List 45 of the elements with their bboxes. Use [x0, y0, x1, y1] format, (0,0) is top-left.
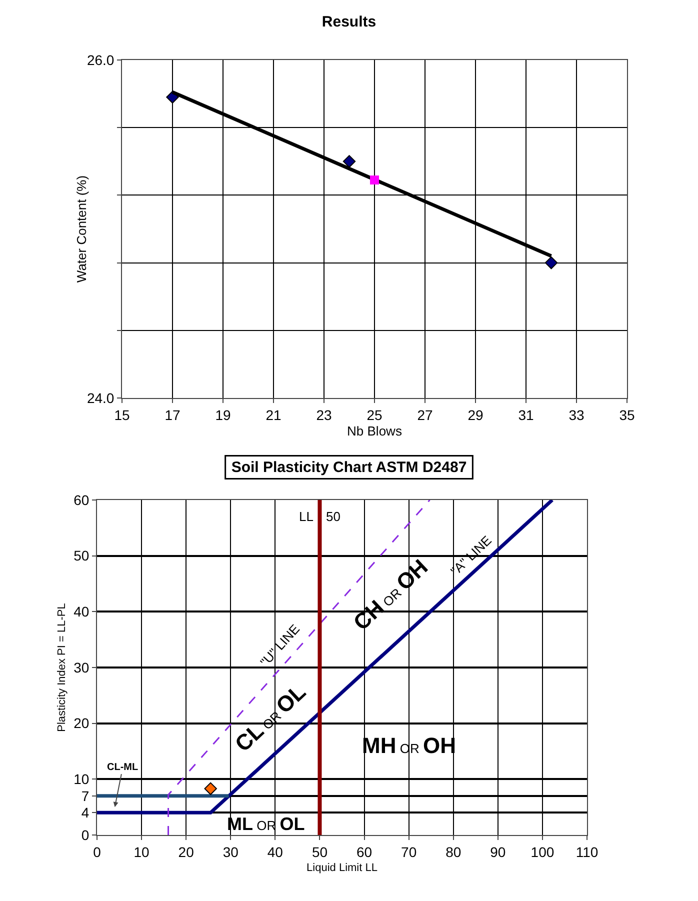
y-tick-label: 40 [74, 604, 90, 620]
annotation: 50 [326, 509, 340, 524]
y-tick-label: 10 [74, 771, 90, 788]
x-tick-label: 20 [178, 844, 194, 860]
x-tick-label: 31 [518, 406, 534, 423]
x-tick-label: 80 [446, 844, 462, 860]
x-tick-label: 30 [222, 844, 239, 860]
y-tick-label: 50 [74, 548, 90, 564]
x-tick-label: 17 [164, 406, 180, 423]
point [342, 155, 356, 168]
y-tick-label: 0 [81, 826, 90, 843]
x-tick-label: 25 [366, 406, 382, 423]
y-tick-label: 24.0 [86, 390, 114, 406]
x-tick-label: 90 [490, 844, 506, 860]
annotation: LL [299, 509, 314, 524]
x-tick-label: 40 [267, 844, 284, 860]
x-tick-label: 10 [134, 844, 150, 860]
x-tick-label: 33 [568, 406, 584, 423]
x-tick-label: 15 [114, 406, 130, 423]
point [370, 175, 379, 184]
x-tick-label: 27 [417, 406, 433, 423]
point [544, 256, 558, 270]
chart-title: Soil Plasticity Chart ASTM D2487 [231, 458, 467, 476]
x-tick-label: 23 [316, 406, 332, 423]
y-tick-label: 7 [81, 788, 90, 804]
x-tick-label: 35 [619, 406, 635, 423]
y-tick-label: 60 [74, 492, 90, 508]
y-tick-label: 30 [74, 659, 90, 676]
y-axis-title: Water Content (%) [74, 175, 89, 283]
annotation: CL-ML [107, 762, 138, 773]
chart-title: Results [322, 13, 376, 30]
x-tick-label: 70 [401, 844, 417, 860]
y-tick-label: 26.0 [86, 52, 114, 68]
x-tick-label: 29 [468, 406, 484, 423]
y-axis-title: Plasticity Index PI = LL-PL [56, 603, 68, 732]
x-tick-label: 100 [530, 844, 554, 860]
x-axis-title: Nb Blows [347, 423, 402, 438]
x-tick-label: 21 [266, 406, 282, 423]
y-tick-label: 4 [81, 804, 90, 821]
x-tick-label: 50 [312, 844, 328, 860]
x-tick-label: 60 [356, 844, 372, 860]
x-tick-label: 110 [576, 844, 598, 860]
x-axis-title: Liquid Limit LL [306, 862, 378, 874]
x-tick-label: 19 [215, 406, 231, 423]
y-tick-label: 20 [74, 715, 90, 732]
